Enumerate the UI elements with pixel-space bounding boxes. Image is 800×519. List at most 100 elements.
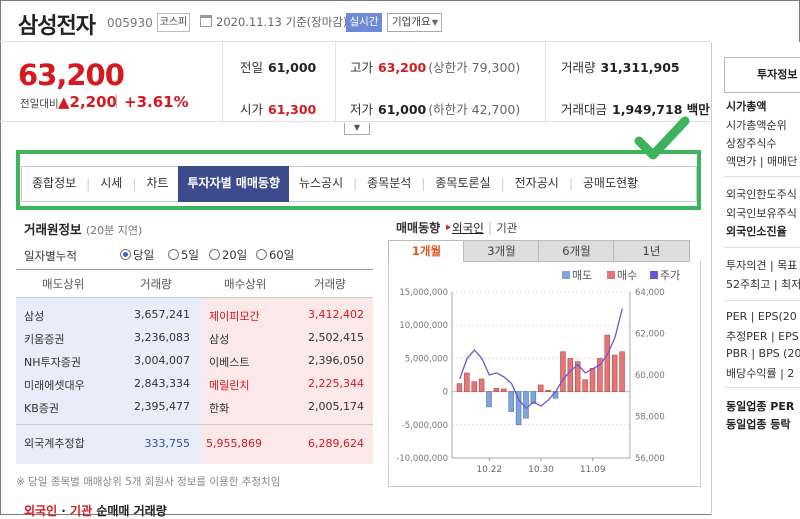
buy-bar — [456, 383, 463, 392]
period-radio[interactable]: 60일 — [256, 247, 294, 263]
buy-column-bg — [201, 298, 373, 464]
x-tick-label: 10.22 — [476, 465, 502, 475]
sell-bar — [515, 391, 522, 426]
buy-broker: 메릴린치 — [209, 379, 250, 392]
divider — [335, 42, 336, 122]
buy-bar — [545, 389, 551, 392]
buy-broker: 제이피모간 — [209, 310, 260, 323]
header-sell-top: 매도상위 — [42, 277, 85, 291]
tab-5[interactable]: 종목분석 — [367, 176, 412, 190]
nav-separator: | — [353, 177, 358, 191]
left-tick-label: -10,000,000 — [396, 454, 448, 464]
sell-broker: 삼성 — [24, 310, 45, 323]
flow-chart: 15,000,000 10,000,000 5,000,000 0 -5,000,000… — [396, 288, 665, 475]
buy-bar — [493, 387, 500, 392]
left-tick-label: -5,000,000 — [402, 421, 448, 431]
divider — [16, 297, 373, 298]
period-tab[interactable]: 1개월 — [388, 240, 465, 262]
tab-2[interactable]: 차트 — [146, 176, 169, 190]
tab-6[interactable]: 종목토론실 — [435, 176, 491, 190]
delay-note: (20분 지연) — [85, 224, 143, 237]
period-radio[interactable]: 20일 — [209, 247, 247, 263]
sidebar-line: 액면가 | 매매단 — [726, 155, 798, 168]
stock-code: 005930 — [107, 16, 153, 30]
sell-bar — [523, 391, 529, 419]
flow-title: 매매동향 ‣외국인 | 기관 — [396, 221, 518, 235]
option-foreign[interactable]: 외국인 — [452, 221, 484, 235]
period-tab[interactable]: 3개월 — [463, 240, 540, 262]
option-institution[interactable]: 기관 — [496, 221, 518, 235]
right-sidebar: 투자정보 시가총액 시가총액순위 상장주식수 액면가 | 매매단 외국인한도주식 외국인보… — [711, 42, 800, 515]
nav-separator: | — [421, 177, 426, 191]
left-tick-label: 5,000,000 — [405, 354, 448, 364]
buy-broker: 한화 — [209, 402, 230, 415]
sell-volume: 3,657,241 — [134, 308, 190, 321]
sidebar-line: 배당수익률 | 2 — [726, 367, 795, 380]
period-radio[interactable]: 당일 — [120, 247, 154, 263]
tab-investment-info[interactable]: 투자정보 — [724, 57, 800, 93]
stat-low: 저가 61,000 (하한가 42,700) — [350, 102, 521, 117]
sell-bar — [508, 391, 514, 412]
period-radio[interactable]: 5일 — [168, 247, 199, 263]
sidebar-line: 추정PER | EPS — [726, 330, 799, 343]
footnote: ※ 당일 종목별 매매상위 5개 회원사 정보를 이용한 추정치임 — [16, 476, 281, 488]
sell-volume: 2,395,477 — [134, 400, 190, 413]
buy-bar — [589, 368, 596, 392]
foreign-total-label: 외국계추정합 — [24, 437, 85, 450]
foreign-sell-volume: 333,755 — [144, 437, 191, 450]
foreign-buy-volume: 6,289,624 — [308, 437, 364, 450]
radio-label: 당일 — [133, 248, 155, 262]
stock-header: 삼성전자 005930 코스피 2020.11.13 기준(장마감) 실시간 기… — [0, 0, 710, 42]
tab-8[interactable]: 공매도현황 — [582, 176, 639, 190]
divider — [16, 424, 373, 425]
tab-1[interactable]: 시세 — [100, 176, 123, 190]
checkmark-icon — [634, 116, 690, 160]
company-overview-dropdown[interactable]: 기업개요 ▼ — [387, 13, 442, 32]
right-tick-label: 62,000 — [635, 330, 665, 340]
buy-bar — [560, 351, 566, 392]
sidebar-line: PBR | BPS (20 — [726, 347, 800, 360]
sell-column-bg — [16, 298, 201, 464]
sell-volume: 3,004,007 — [134, 354, 190, 367]
radio-label: 20일 — [222, 248, 248, 262]
nav-separator: | — [500, 177, 505, 191]
sidebar-line: 상장주식수 — [726, 137, 777, 150]
buy-volume: 2,396,050 — [308, 354, 364, 367]
buy-volume: 2,005,174 — [308, 400, 364, 413]
period-tab[interactable]: 1년 — [613, 240, 690, 262]
divider — [0, 121, 710, 122]
sidebar-line: 52주최고 | 최저 — [726, 278, 800, 291]
sell-bar — [530, 391, 537, 404]
filter-label: 일자별누적 — [24, 249, 77, 263]
sidebar-line: 외국인보유주식 — [726, 207, 797, 220]
price-diff: ▲2,200 — [58, 93, 117, 111]
stock-tab-nav: 종합정보 | 시세 | 차트 투자자별 매매동향 뉴스공시 | 종목분석 | 종목토론실 | 전자공시 |… — [21, 166, 697, 202]
period-tab[interactable]: 6개월 — [538, 240, 615, 262]
header-buy-top: 매수상위 — [224, 277, 267, 291]
divider — [16, 269, 373, 270]
divider — [724, 176, 800, 177]
realtime-button[interactable]: 실시간 — [346, 13, 382, 32]
tab-7[interactable]: 전자공시 — [514, 176, 559, 190]
legend-swatch — [562, 271, 570, 279]
buy-bar — [611, 354, 618, 392]
tab-4[interactable]: 뉴스공시 — [298, 176, 344, 190]
buy-bar — [619, 351, 625, 392]
sell-broker: 키움증권 — [24, 333, 65, 346]
date-text: 2020.11.13 기준(장마감) — [216, 15, 348, 29]
stat-open: 시가 61,300 — [240, 102, 317, 117]
nav-separator: | — [132, 177, 137, 191]
nav-highlight-box — [16, 150, 701, 210]
buy-bar — [574, 361, 581, 392]
buy-volume: 2,502,415 — [308, 331, 364, 344]
foreign-net-volume: 5,955,869 — [206, 437, 262, 450]
change-rate: +3.61% — [124, 93, 189, 111]
radio-dot — [256, 249, 267, 260]
tab-0[interactable]: 종합정보 — [32, 176, 77, 190]
sell-volume: 2,843,334 — [134, 377, 190, 390]
tab-3[interactable]: 투자자별 매매동향 — [178, 166, 289, 202]
expand-chevron-icon[interactable]: ▼ — [344, 123, 370, 135]
overview-label: 기업개요 — [392, 16, 431, 28]
sidebar-line: 투자의견 | 목표 — [726, 259, 798, 272]
right-tick-label: 58,000 — [635, 413, 665, 423]
